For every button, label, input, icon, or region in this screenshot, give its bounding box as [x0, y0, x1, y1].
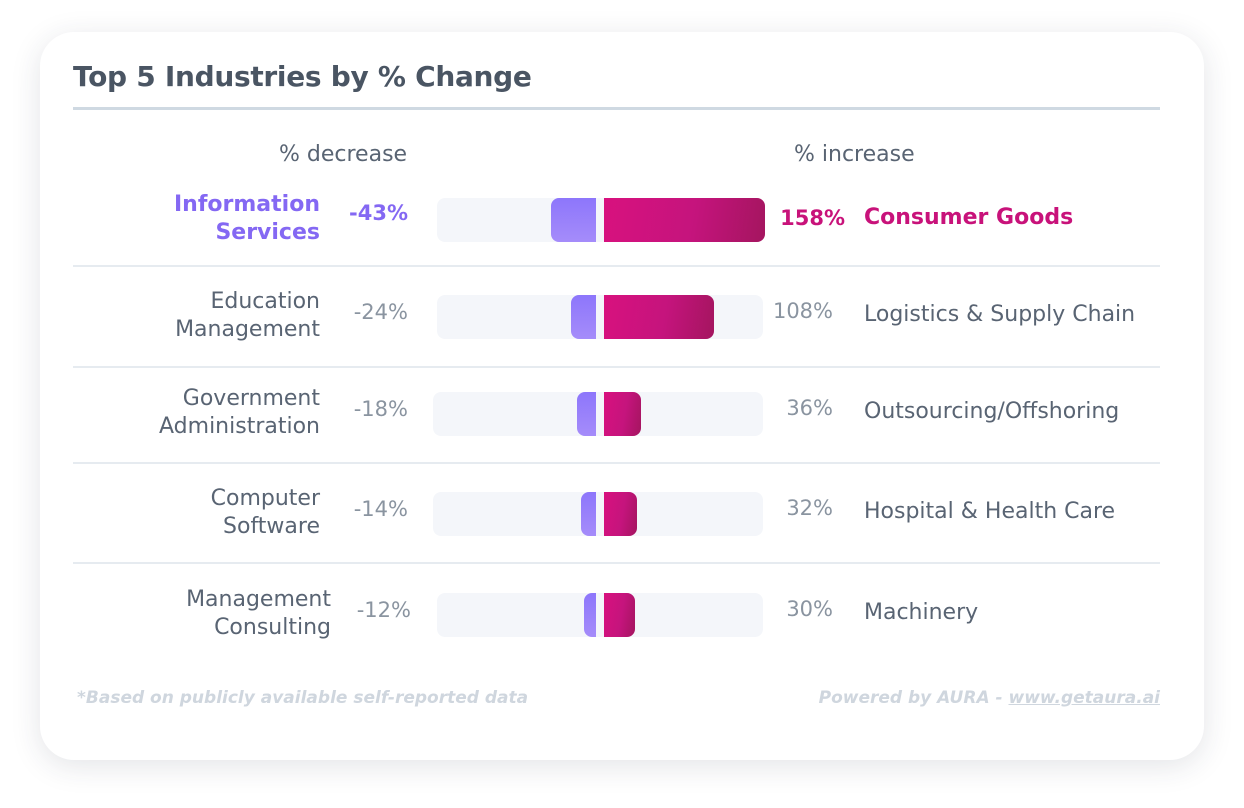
decrease-bar — [581, 492, 596, 536]
decrease-bar — [571, 295, 596, 339]
increase-value-label: 108% — [772, 299, 833, 323]
decrease-industry-label: Computer Software — [211, 485, 320, 541]
row-divider — [73, 562, 1160, 564]
decrease-industry-line: Computer — [210, 486, 320, 511]
row-divider — [73, 366, 1160, 368]
decrease-bar — [577, 392, 596, 436]
increase-industry-label: Consumer Goods — [864, 205, 1074, 230]
decrease-header: % decrease — [279, 142, 408, 167]
decrease-industry-label: Information Services — [174, 191, 320, 247]
increase-bar — [604, 593, 635, 637]
increase-header: % increase — [794, 142, 915, 167]
decrease-industry-line: Administration — [159, 414, 320, 439]
decrease-value-label: -24% — [353, 300, 408, 324]
increase-value-label: 36% — [786, 396, 833, 420]
decrease-value-label: -12% — [356, 598, 411, 622]
bar-track — [433, 492, 763, 536]
decrease-industry-line: Consulting — [214, 615, 331, 640]
decrease-industry-label: Education Management — [175, 288, 320, 344]
decrease-industry-line: Management — [175, 317, 320, 342]
decrease-industry-line: Services — [215, 220, 320, 245]
bar-track — [437, 295, 763, 339]
title-divider — [73, 107, 1160, 110]
row-divider — [73, 265, 1160, 267]
increase-value-label: 30% — [786, 597, 833, 621]
decrease-industry-line: Management — [186, 587, 331, 612]
decrease-industry-line: Education — [210, 289, 320, 314]
row-divider — [73, 462, 1160, 464]
increase-industry-label: Outsourcing/Offshoring — [864, 399, 1120, 424]
decrease-bar — [584, 593, 596, 637]
increase-value-label: 158% — [780, 206, 845, 230]
chart-title: Top 5 Industries by % Change — [73, 60, 532, 93]
increase-bar — [604, 492, 637, 536]
decrease-industry-label: Government Administration — [159, 385, 320, 441]
decrease-bar — [551, 198, 596, 242]
powered-by-text: Powered by AURA - — [818, 688, 1009, 708]
decrease-industry-line: Software — [223, 514, 320, 539]
aura-link[interactable]: www.getaura.ai — [1008, 688, 1161, 708]
decrease-value-label: -14% — [353, 497, 408, 521]
bar-track — [437, 593, 763, 637]
increase-bar — [604, 295, 714, 339]
increase-bar — [604, 198, 765, 242]
increase-industry-label: Hospital & Health Care — [864, 499, 1116, 524]
increase-bar — [604, 392, 641, 436]
footnote: *Based on publicly available self-report… — [77, 688, 529, 708]
decrease-value-label: -43% — [349, 201, 408, 225]
increase-industry-label: Machinery — [864, 600, 979, 625]
decrease-industry-line: Government — [182, 386, 320, 411]
increase-industry-label: Logistics & Supply Chain — [864, 302, 1136, 327]
bar-track — [433, 392, 763, 436]
decrease-industry-label: Management Consulting — [186, 586, 331, 642]
powered-by: Powered by AURA - www.getaura.ai — [819, 688, 1160, 708]
increase-value-label: 32% — [786, 496, 833, 520]
decrease-industry-line: Information — [174, 192, 320, 217]
decrease-value-label: -18% — [353, 397, 408, 421]
